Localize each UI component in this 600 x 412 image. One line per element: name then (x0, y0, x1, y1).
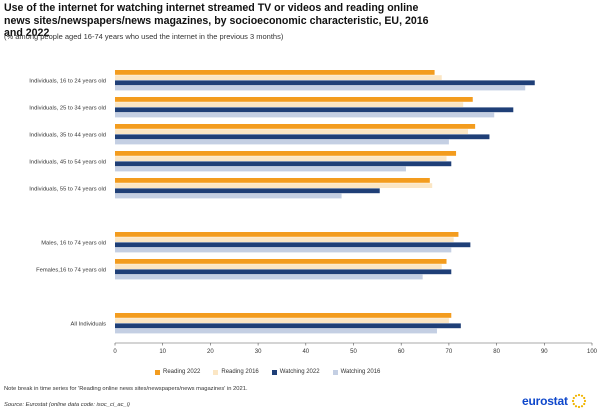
x-tick-label: 80 (493, 349, 500, 355)
eurostat-logo: eurostat (522, 393, 587, 409)
category-label: Males, 16 to 74 years old (41, 240, 106, 246)
bar-watching-2022 (115, 242, 471, 248)
bar-watching-2022 (115, 134, 490, 140)
bar-watching-2016 (115, 112, 495, 118)
x-tick-label: 0 (113, 349, 117, 355)
bar-watching-2016 (115, 274, 423, 280)
bar-watching-2016 (115, 85, 526, 91)
category-label: All Individuals (71, 321, 107, 327)
x-tick-label: 20 (207, 349, 214, 355)
legend-label-reading-2016: Reading 2016 (221, 369, 259, 375)
legend-item-reading-2022: Reading 2022 (155, 369, 200, 375)
bar-watching-2022 (115, 161, 452, 167)
bar-watching-2016 (115, 328, 437, 334)
bar-reading-2016 (115, 75, 442, 80)
x-tick-label: 10 (159, 349, 166, 355)
bar-watching-2016 (115, 247, 452, 253)
bar-reading-2022 (115, 259, 447, 264)
category-label: Individuals, 35 to 44 years old (29, 132, 106, 138)
bar-chart: Individuals, 16 to 24 years old Individua… (29, 70, 598, 355)
bar-watching-2022 (115, 80, 535, 86)
bar-reading-2016 (115, 237, 454, 242)
bar-reading-2016 (115, 102, 464, 107)
legend-swatch-reading-2016 (213, 369, 219, 375)
bar-reading-2022 (115, 151, 457, 156)
legend-item-watching-2016: Watching 2016 (332, 369, 381, 375)
eu-stars-icon (571, 393, 587, 409)
bar-reading-2022 (115, 178, 430, 183)
category-label: Individuals, 45 to 54 years old (29, 159, 106, 165)
bar-reading-2016 (115, 156, 447, 161)
bar-watching-2022 (115, 188, 380, 194)
category-label: Individuals, 16 to 24 years old (29, 78, 106, 84)
chart-subtitle: (% among people aged 16-74 years who use… (4, 32, 284, 41)
bar-watching-2016 (115, 166, 406, 172)
bar-reading-2022 (115, 232, 459, 237)
x-tick-label: 90 (541, 349, 548, 355)
bar-watching-2016 (115, 139, 449, 145)
logo-text: eurostat (522, 394, 568, 408)
x-tick-label: 40 (302, 349, 309, 355)
bar-reading-2016 (115, 183, 433, 188)
legend-swatch-watching-2022 (271, 369, 277, 375)
x-tick-label: 70 (446, 349, 453, 355)
legend-swatch-watching-2016 (332, 369, 338, 375)
category-label: Individuals, 55 to 74 years old (29, 186, 106, 192)
category-label: Individuals, 25 to 34 years old (29, 105, 106, 111)
bar-watching-2022 (115, 323, 461, 329)
bar-reading-2022 (115, 70, 435, 75)
x-tick-label: 50 (350, 349, 357, 355)
legend-item-watching-2022: Watching 2022 (271, 369, 320, 375)
bar-reading-2016 (115, 318, 449, 323)
legend-label-watching-2022: Watching 2022 (279, 369, 320, 375)
bar-watching-2022 (115, 107, 514, 113)
source-note: Source: Eurostat (online data code: isoc… (4, 402, 130, 408)
bar-reading-2022 (115, 124, 476, 129)
bar-reading-2022 (115, 313, 452, 318)
bar-watching-2022 (115, 269, 452, 275)
bar-reading-2016 (115, 264, 442, 269)
chart-title: Use of the internet for watching interne… (4, 2, 429, 39)
bar-watching-2016 (115, 193, 342, 199)
x-tick-label: 30 (255, 349, 262, 355)
footnote: Note break in time series for 'Reading o… (4, 386, 248, 392)
x-tick-label: 100 (587, 349, 598, 355)
bar-reading-2016 (115, 129, 468, 134)
chart-legend: Reading 2022 Reading 2016 Watching 2022 … (155, 369, 380, 375)
bar-reading-2022 (115, 97, 473, 102)
x-tick-label: 60 (398, 349, 405, 355)
legend-swatch-reading-2022 (155, 369, 160, 375)
legend-label-reading-2022: Reading 2022 (163, 369, 201, 375)
category-label: Females,16 to 74 years old (36, 267, 106, 273)
legend-label-watching-2016: Watching 2016 (340, 369, 381, 375)
legend-item-reading-2016: Reading 2016 (213, 369, 259, 375)
